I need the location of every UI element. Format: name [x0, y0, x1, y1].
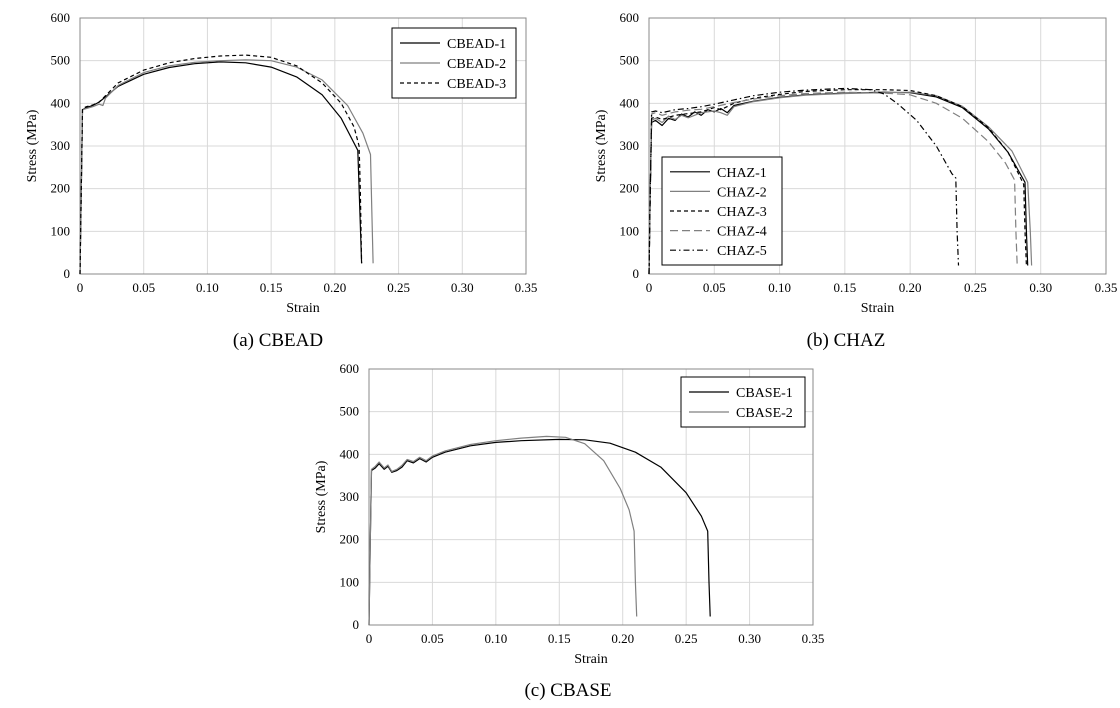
y-tick-label: 200	[620, 181, 640, 196]
y-tick-label: 200	[340, 532, 360, 547]
x-tick-label: 0.25	[964, 280, 987, 295]
plot-frame	[368, 368, 814, 626]
y-tick-label: 300	[620, 138, 640, 153]
x-tick-label: 0	[646, 280, 653, 295]
y-tick-label: 500	[340, 404, 360, 419]
legend: CBASE-1 CBASE-2	[680, 376, 806, 428]
x-tick-label: 0.35	[1095, 280, 1118, 295]
chart-panel-2: 0 0.05 0.10 0.15 0.20 0.25 0.30 0.35 0 100 200 300 4…	[594, 10, 1117, 351]
y-axis-label: Stress (MPa)	[25, 109, 40, 182]
y-tick-label: 400	[51, 95, 71, 110]
x-tick-label: 0.05	[421, 631, 444, 646]
x-tick-label: 0.20	[323, 280, 346, 295]
legend-box	[680, 376, 806, 428]
series-line-cbead-2	[79, 59, 374, 275]
x-tick-label: 0.30	[738, 631, 761, 646]
x-tick-label: 0.30	[451, 280, 474, 295]
legend-box	[661, 156, 783, 266]
legend-entry: CHAZ-4	[717, 225, 767, 240]
y-tick-label: 0	[353, 617, 360, 632]
x-tick-label: 0.30	[1029, 280, 1052, 295]
x-tick-label: 0.20	[611, 631, 634, 646]
panel-caption: (c) CBASE	[524, 680, 611, 701]
x-tick-label: 0.15	[260, 280, 283, 295]
x-tick-label: 0	[366, 631, 373, 646]
series-line-cbase-2	[368, 435, 638, 626]
series-line-chaz-5	[648, 87, 960, 275]
y-tick-label: 0	[633, 266, 640, 281]
legend-entry: CBASE-1	[736, 386, 793, 401]
y-axis-label: Stress (MPa)	[594, 109, 609, 182]
y-tick-label: 500	[51, 53, 71, 68]
y-tick-label: 400	[340, 446, 360, 461]
x-tick-label: 0.10	[484, 631, 507, 646]
y-tick-label: 500	[620, 53, 640, 68]
series-line-cbead-3	[79, 54, 363, 275]
y-tick-label: 300	[340, 489, 360, 504]
x-tick-label: 0.25	[675, 631, 698, 646]
y-tick-label: 100	[51, 223, 71, 238]
x-tick-label: 0.15	[548, 631, 571, 646]
series-line-cbase-1	[368, 438, 711, 626]
y-tick-label: 200	[51, 181, 71, 196]
chart-panel-3: 0 0.05 0.10 0.15 0.20 0.25 0.30 0.35 0 100 200 300 4…	[314, 361, 824, 701]
y-tick-label: 400	[620, 95, 640, 110]
series-line-chaz-2	[648, 91, 1033, 275]
legend-entry: CHAZ-3	[717, 205, 767, 220]
legend-entry: CBEAD-2	[447, 57, 506, 72]
y-tick-label: 300	[51, 138, 71, 153]
x-tick-label: 0.20	[899, 280, 922, 295]
x-tick-label: 0.05	[703, 280, 726, 295]
plot-frame	[79, 17, 527, 275]
y-tick-label: 600	[51, 10, 71, 25]
x-axis-label: Strain	[574, 652, 607, 667]
legend-entry: CHAZ-2	[717, 185, 767, 200]
x-axis-label: Strain	[286, 301, 319, 316]
legend-entry: CHAZ-5	[717, 244, 767, 259]
plot-frame	[648, 17, 1107, 275]
panel-caption: (b) CHAZ	[807, 330, 886, 351]
x-tick-label: 0.35	[515, 280, 538, 295]
y-tick-label: 100	[620, 223, 640, 238]
y-tick-label: 600	[340, 361, 360, 376]
x-tick-label: 0.05	[132, 280, 155, 295]
chart-panel-1: 0 0.05 0.10 0.15 0.20 0.25 0.30 0.35 0 100 200 300 4…	[25, 10, 537, 351]
series-line-cbead-1	[79, 61, 363, 275]
legend-entry: CBASE-2	[736, 406, 793, 421]
x-tick-label: 0	[77, 280, 84, 295]
legend-entry: CBEAD-3	[447, 77, 506, 92]
series-line-chaz-4	[648, 91, 1018, 275]
legend-entry: CHAZ-1	[717, 166, 767, 181]
y-tick-label: 600	[620, 10, 640, 25]
x-axis-label: Strain	[861, 301, 894, 316]
series-line-chaz-1	[648, 91, 1029, 275]
x-tick-label: 0.25	[387, 280, 410, 295]
legend: CHAZ-1 CHAZ-2 CHAZ-3 CHAZ-4 CHAZ-5	[661, 156, 783, 266]
x-tick-label: 0.15	[833, 280, 856, 295]
x-tick-label: 0.10	[196, 280, 219, 295]
legend: CBEAD-1 CBEAD-2 CBEAD-3	[391, 27, 517, 99]
series-line-chaz-3	[648, 89, 1027, 275]
x-tick-label: 0.10	[768, 280, 791, 295]
y-tick-label: 100	[340, 574, 360, 589]
y-axis-label: Stress (MPa)	[314, 460, 329, 533]
legend-entry: CBEAD-1	[447, 37, 506, 52]
panel-caption: (a) CBEAD	[233, 330, 323, 351]
x-tick-label: 0.35	[802, 631, 825, 646]
y-tick-label: 0	[64, 266, 71, 281]
